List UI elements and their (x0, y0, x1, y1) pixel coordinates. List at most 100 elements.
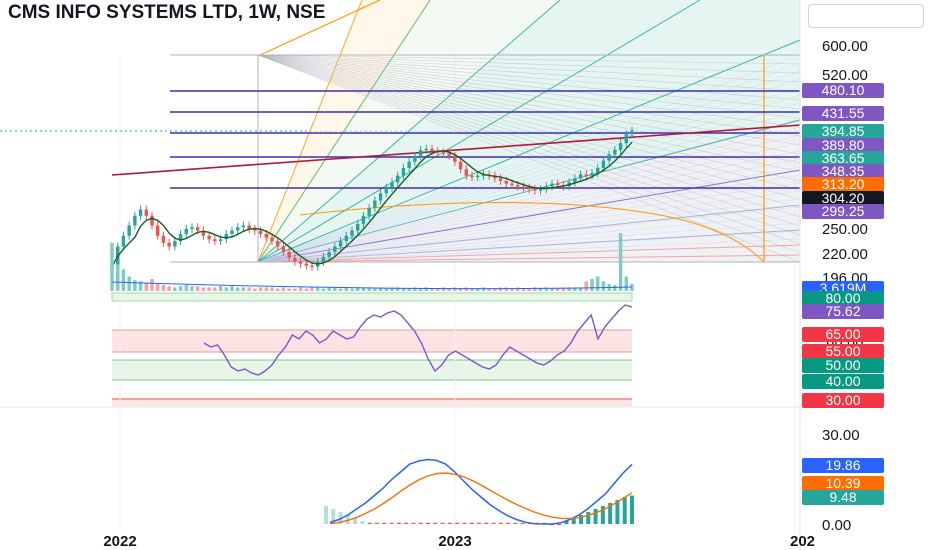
candle-body-37 (321, 256, 326, 262)
volume-layer (110, 233, 634, 291)
volume-bar-19 (218, 286, 223, 291)
rsi-level-tag-4-bg (802, 374, 884, 389)
macd-tag-1[interactable]: 10.39 (802, 475, 884, 491)
rsi-level-tag-3[interactable]: 50.00 (802, 357, 884, 373)
gann-zone-teal (258, 0, 800, 262)
gann-ray-low-16 (257, 182, 801, 263)
rsi-level-tag-3-bg (802, 358, 884, 373)
gann-fan-line-3 (257, 0, 701, 263)
candle-body-24 (247, 225, 251, 229)
volume-bar-21 (230, 286, 234, 291)
volume-bar-2 (121, 269, 126, 291)
gann-ray-10 (257, 54, 801, 146)
candle-body-8 (156, 225, 160, 236)
rsi-level-tag-0[interactable]: 80.00 (802, 290, 884, 306)
volume-bar-29 (276, 288, 280, 291)
candle-body-86 (601, 160, 606, 168)
macd-tag-0[interactable]: 19.86 (802, 457, 884, 473)
candle-body-51 (401, 167, 406, 176)
price-tag-0-bg (802, 83, 884, 98)
gann-ray-low-9 (257, 126, 801, 263)
volume-bar-79 (561, 287, 566, 291)
candle-body-2 (121, 235, 126, 247)
volume-bar-62 (464, 287, 468, 291)
trend-line (111, 124, 801, 176)
price-tag-0[interactable]: 480.10 (802, 82, 884, 98)
gann-ray-low-6 (257, 102, 801, 263)
gann-ray-low-4 (257, 86, 801, 263)
rsi-level-tag-3-text: 50.00 (825, 357, 860, 373)
rsi-level-tag-1[interactable]: 65.00 (802, 326, 884, 342)
candle-body-54 (418, 149, 423, 156)
macd-hist-bar-32 (557, 524, 562, 526)
candle-body-32 (293, 257, 297, 262)
macd-tag-1-bg (802, 476, 884, 491)
volume-bar-75 (538, 288, 543, 291)
rsi-overbought-zone (112, 330, 632, 352)
gann-fan-line-6 (257, 169, 801, 263)
rsi-level-tag-0-text: 80.00 (825, 290, 860, 306)
macd-hist-bar-13 (418, 522, 423, 524)
symbol-search-box[interactable] (808, 4, 924, 28)
macd-tick-0: 0.00 (822, 517, 851, 534)
candle-body-41 (344, 235, 348, 242)
rsi-level-tag-5-bg (802, 393, 884, 408)
macd-tag-0-bg (802, 458, 884, 473)
volume-bar-85 (596, 276, 600, 291)
macd-tag-1-text: 10.39 (825, 475, 860, 491)
gann-ray-low-17 (257, 190, 801, 263)
price-tag-2[interactable]: 394.85 (802, 123, 884, 139)
candle-body-15 (196, 227, 200, 231)
macd-line (329, 458, 633, 525)
volume-bar-10 (167, 286, 171, 291)
macd-hist-bar-1 (331, 509, 336, 524)
gann-ray-14 (257, 54, 801, 182)
candle-body-30 (281, 246, 286, 253)
macd-tag-2[interactable]: 9.48 (802, 489, 884, 505)
gann-fan-line-7 (257, 204, 801, 263)
volume-bar-71 (516, 287, 520, 291)
volume-bar-39 (333, 287, 337, 291)
price-tag-5[interactable]: 348.35 (802, 163, 884, 179)
candle-body-22 (236, 227, 240, 231)
candle-body-77 (550, 183, 554, 187)
price-tag-7[interactable]: 304.20 (802, 190, 884, 206)
volume-bar-84 (590, 278, 594, 291)
rsi-level-tag-5[interactable]: 30.00 (802, 392, 884, 408)
gann-ray-16 (257, 54, 801, 200)
price-tag-1-text: 431.55 (822, 105, 865, 121)
macd-hist-bar-39 (608, 503, 613, 524)
volume-bar-80 (567, 287, 571, 291)
price-label-layer[interactable]: 480.10 431.55 394.85389.80363.65348.35313.… (802, 82, 884, 505)
macd-hist-bar-34 (571, 518, 576, 524)
rsi-pane (203, 304, 633, 376)
candle-body-58 (441, 152, 446, 154)
volume-bar-89 (618, 233, 623, 291)
price-tag-4[interactable]: 363.65 (802, 150, 884, 166)
candle-body-87 (607, 154, 611, 161)
volume-bar-77 (550, 288, 554, 291)
price-tag-5-text: 348.35 (822, 163, 865, 179)
volume-bar-4 (133, 280, 137, 291)
gann-ray-12 (257, 54, 801, 164)
macd-hist-bar-33 (564, 521, 569, 524)
rsi-current-tag-bg (802, 304, 884, 319)
time-axis: 2022 2023 202 (103, 533, 815, 550)
candle-body-49 (390, 182, 394, 188)
candle-body-60 (453, 155, 457, 162)
price-tag-1[interactable]: 431.55 (802, 105, 884, 121)
macd-hist-bar-16 (440, 522, 445, 524)
rsi-level-tag-4[interactable]: 40.00 (802, 373, 884, 389)
price-tag-6[interactable]: 313.20 (802, 176, 884, 192)
price-tag-8[interactable]: 299.25 (802, 203, 884, 219)
rsi-level-tag-2[interactable]: 55.00 (802, 343, 884, 359)
candle-body-21 (230, 230, 234, 235)
macd-hist-bar-11 (404, 522, 409, 524)
price-tick-2: 250.00 (822, 221, 868, 238)
rsi-current-tag[interactable]: 75.62 (802, 303, 884, 319)
price-tag-3[interactable]: 389.80 (802, 137, 884, 153)
macd-pane (324, 458, 634, 526)
rsi-level-tag-4-text: 40.00 (825, 373, 860, 389)
volume-bar-53 (413, 287, 417, 291)
